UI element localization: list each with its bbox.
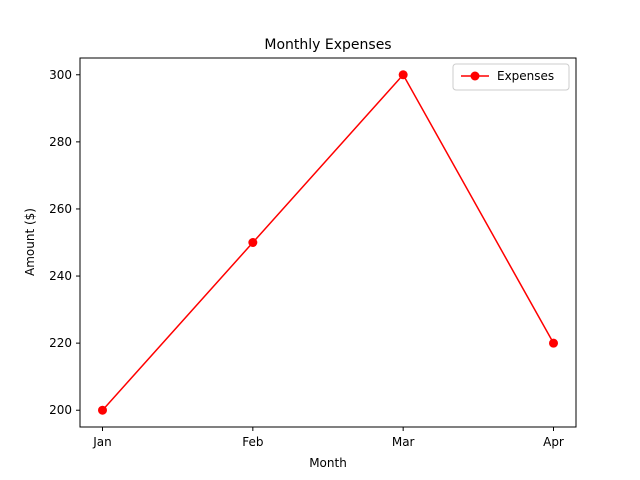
y-tick-label: 260 <box>49 202 72 216</box>
y-axis: 200 220 240 260 280 300 <box>49 68 80 417</box>
y-axis-label: Amount ($) <box>23 208 37 276</box>
legend-box <box>452 63 570 91</box>
chart-title: Monthly Expenses <box>264 37 391 53</box>
y-tick-label: 220 <box>49 336 72 350</box>
legend: Expenses <box>452 63 570 91</box>
y-tick-label: 280 <box>49 135 72 149</box>
series-line <box>101 73 555 411</box>
series-layer <box>98 70 558 415</box>
y-tick-label: 300 <box>49 68 72 82</box>
x-tick-label: Jan <box>92 435 112 449</box>
legend-marker <box>470 71 480 81</box>
data-point <box>398 70 408 80</box>
data-point <box>549 338 558 348</box>
data-point <box>98 405 107 415</box>
legend-label: Expenses <box>497 69 554 83</box>
x-tick-label: Feb <box>242 435 263 449</box>
x-tick-label: Apr <box>543 435 564 449</box>
y-tick-label: 240 <box>49 269 72 283</box>
x-axis-label: Month <box>309 456 347 470</box>
y-tick-label: 200 <box>49 403 72 417</box>
x-axis: Jan Feb Mar Apr <box>92 427 564 449</box>
plot-frame <box>79 57 577 428</box>
data-point <box>248 238 258 247</box>
x-tick-label: Mar <box>392 435 415 449</box>
